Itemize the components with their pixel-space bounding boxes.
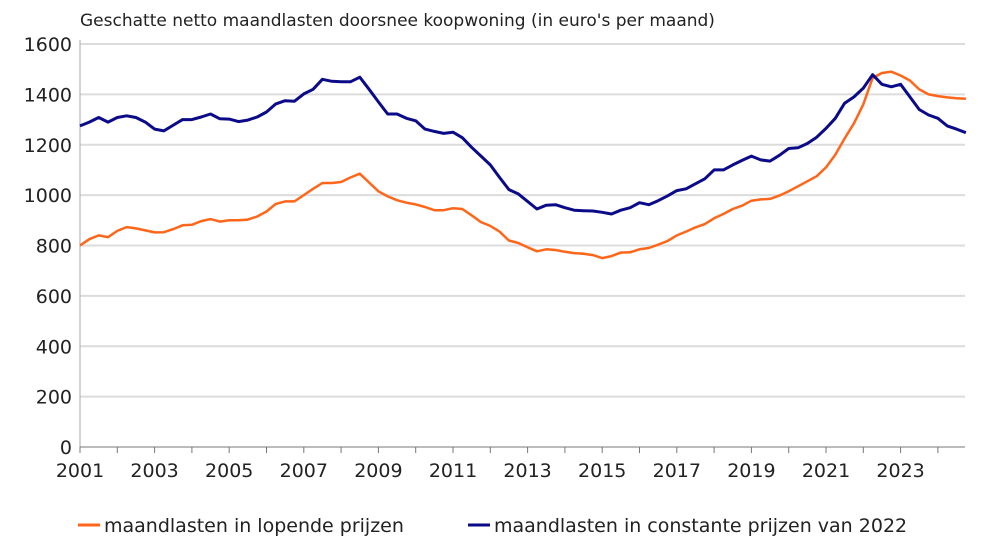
- x-tick-label: 2003: [130, 460, 178, 482]
- y-tick-label: 1000: [24, 185, 72, 207]
- x-tick-label: 2009: [354, 460, 402, 482]
- y-tick-label: 0: [60, 437, 72, 459]
- y-tick-label: 600: [36, 286, 72, 308]
- x-tick-label: 2017: [653, 460, 701, 482]
- x-tick-label: 2021: [802, 460, 850, 482]
- series-line-constante-prijzen: [79, 73, 967, 216]
- legend-label: maandlasten in lopende prijzen: [104, 515, 404, 537]
- y-tick-label: 400: [36, 336, 72, 358]
- y-tick-label: 1600: [24, 34, 72, 56]
- series-line-lopende-prijzen: [79, 70, 966, 260]
- chart-title: Geschatte netto maandlasten doorsnee koo…: [80, 11, 715, 31]
- y-tick-label: 800: [36, 236, 72, 258]
- x-tick-label: 2001: [56, 460, 104, 482]
- x-tick-label: 2011: [429, 460, 477, 482]
- y-tick-label: 1200: [24, 135, 72, 157]
- x-tick-label: 2019: [727, 460, 775, 482]
- x-tick-label: 2023: [876, 460, 924, 482]
- legend-label: maandlasten in constante prijzen van 202…: [494, 515, 907, 537]
- x-tick-label: 2015: [578, 460, 626, 482]
- y-tick-label: 200: [36, 387, 72, 409]
- x-tick-label: 2013: [503, 460, 551, 482]
- x-tick-label: 2005: [205, 460, 253, 482]
- y-tick-label: 1400: [24, 84, 72, 106]
- x-tick-label: 2007: [280, 460, 328, 482]
